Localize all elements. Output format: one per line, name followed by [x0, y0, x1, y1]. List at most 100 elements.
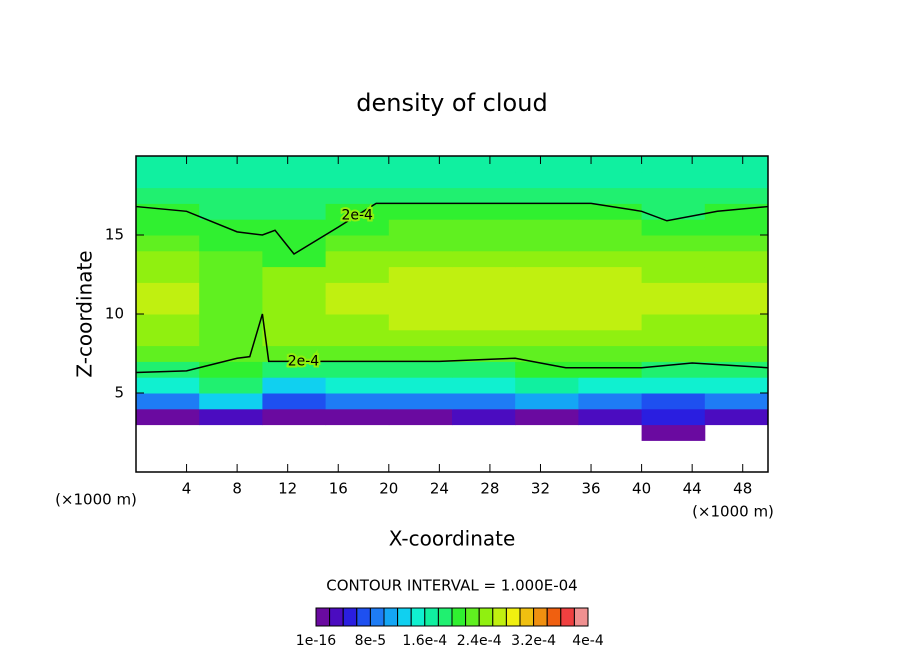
- field-cell: [262, 187, 327, 204]
- field-cell: [452, 250, 516, 268]
- colorbar-box: [505, 607, 521, 627]
- field-cell: [262, 329, 327, 347]
- field-cell: [641, 393, 706, 410]
- field-cell: [325, 314, 390, 331]
- colorbar-label: 1e-16: [296, 633, 336, 649]
- field-cell: [388, 187, 453, 204]
- field-cell: [388, 156, 453, 173]
- field-cell: [704, 219, 769, 236]
- field-cell: [199, 345, 263, 362]
- field-cell: [704, 266, 769, 283]
- field-cell: [704, 187, 769, 204]
- field-cell: [388, 345, 453, 362]
- field-cell: [452, 187, 516, 204]
- field-cell: [199, 282, 263, 299]
- field-cell: [388, 203, 453, 220]
- x-unit-label: (×1000 m): [692, 503, 774, 521]
- field-cell: [199, 314, 263, 331]
- field-cell: [515, 282, 579, 299]
- field-cell: [452, 219, 516, 236]
- contour-line: [135, 313, 769, 374]
- field-cell: [325, 266, 390, 283]
- field-cell: [262, 282, 327, 299]
- field-cell: [325, 393, 390, 410]
- field-cell: [388, 266, 453, 283]
- field-cell: [262, 314, 327, 331]
- field-cell: [136, 298, 200, 315]
- field-cell: [578, 235, 643, 252]
- x-tick-label: 48: [733, 480, 752, 498]
- field-cell: [136, 408, 200, 426]
- field-cell: [452, 171, 516, 189]
- field-cell: [262, 171, 327, 189]
- field-cell: [325, 408, 390, 426]
- colorbar-box: [437, 607, 453, 627]
- field-cell: [452, 345, 516, 362]
- field-cell: [578, 219, 643, 236]
- field-cell: [578, 156, 643, 173]
- field-cell: [199, 408, 263, 426]
- field-cell: [388, 298, 453, 315]
- field-cell: [641, 345, 706, 362]
- field-cell: [641, 408, 706, 426]
- field-cell: [262, 298, 327, 315]
- contour-line: [135, 202, 769, 255]
- y-tick-label: 5: [114, 384, 124, 402]
- field-cell: [704, 408, 769, 426]
- y-axis-label: Z-coordinate: [73, 250, 97, 377]
- field-cell: [262, 408, 327, 426]
- field-cell: [199, 187, 263, 204]
- field-cell: [578, 345, 643, 362]
- contour-interval: CONTOUR INTERVAL = 1.000E-04: [326, 577, 577, 595]
- contour-label: 2e-4: [288, 353, 320, 369]
- x-tick-label: 24: [430, 480, 449, 498]
- field-cell: [578, 266, 643, 283]
- field-cell: [136, 235, 200, 252]
- field-cell: [325, 156, 390, 173]
- field-cell: [641, 377, 706, 394]
- field-cell: [515, 314, 579, 331]
- field-cell: [136, 266, 200, 283]
- field-cell: [515, 219, 579, 236]
- field-cell: [578, 171, 643, 189]
- field-cell: [704, 282, 769, 299]
- field-cell: [704, 377, 769, 394]
- field-cell: [388, 219, 453, 236]
- colorbar-box: [478, 607, 494, 627]
- field-cell: [515, 361, 579, 378]
- field-cell: [452, 408, 516, 426]
- field-cell: [641, 329, 706, 347]
- chart-title: density of cloud: [356, 89, 547, 117]
- field-cell: [515, 408, 579, 426]
- y-tick-label: 10: [105, 305, 124, 323]
- field-cell: [578, 187, 643, 204]
- field-cell: [704, 171, 769, 189]
- field-cell: [262, 345, 327, 362]
- field-cell: [641, 171, 706, 189]
- field-cell: [515, 266, 579, 283]
- colorbar-box: [546, 607, 562, 627]
- field-cell: [704, 156, 769, 173]
- field-cell: [199, 203, 263, 220]
- field-cell: [136, 345, 200, 362]
- field-cell: [136, 203, 200, 220]
- colorbar-box: [383, 607, 399, 627]
- field-cell: [136, 361, 200, 378]
- field-cell: [325, 329, 390, 347]
- field-cell: [515, 345, 579, 362]
- field-cell: [136, 282, 200, 299]
- colorbar-label: 1.6e-4: [402, 633, 447, 649]
- field-cell: [388, 408, 453, 426]
- field-cell: [641, 424, 706, 441]
- field-cell: [704, 345, 769, 362]
- field-cell: [136, 393, 200, 410]
- field-cell: [704, 393, 769, 410]
- field-cell: [452, 266, 516, 283]
- field-cell: [262, 156, 327, 173]
- field-cell: [452, 361, 516, 378]
- colorbar-label: 2.4e-4: [457, 633, 502, 649]
- colorbar-box: [451, 607, 467, 627]
- colorbar-box: [342, 607, 358, 627]
- plot-frame: [135, 155, 769, 473]
